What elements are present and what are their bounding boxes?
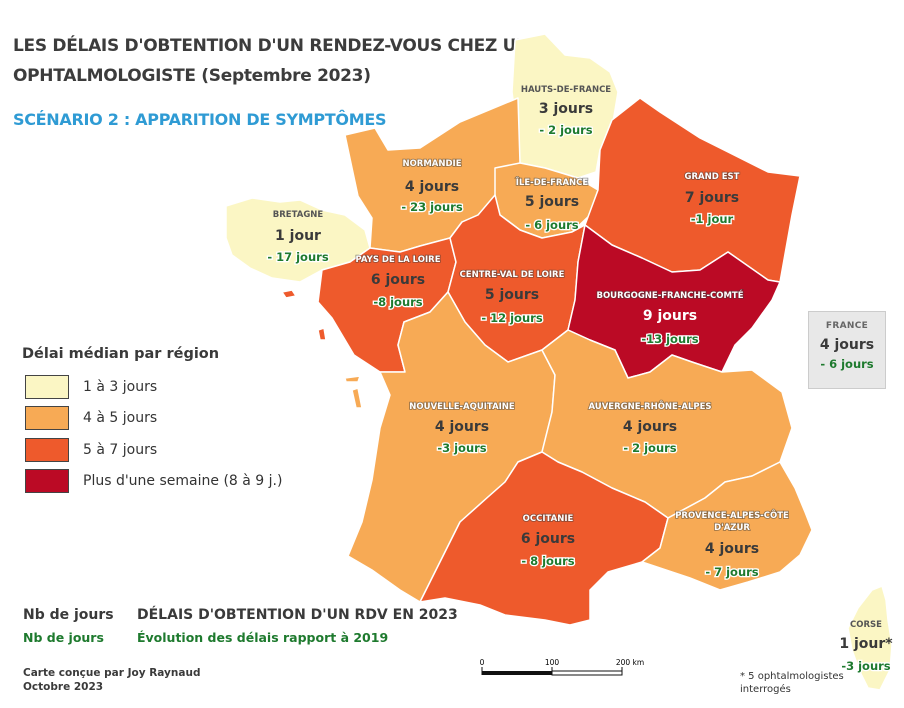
region-corse	[847, 585, 893, 691]
label-centre-val-de-loire-name: CENTRE-VAL DE LOIRE	[460, 270, 565, 280]
island-noirmoutier	[317, 327, 327, 341]
label-hauts-de-france-days: 3 jours	[539, 101, 593, 117]
label-ile-de-france-name: ÎLE-DE-FRANCE	[516, 176, 589, 188]
label-pays-de-la-loire-name: PAYS DE LA LOIRE	[355, 255, 440, 265]
label-auvergne-rhone-alpes-days: 4 jours	[623, 419, 677, 435]
label-nouvelle-aquitaine-name: NOUVELLE-AQUITAINE	[409, 402, 515, 412]
label-grand-est-name: GRAND EST	[685, 172, 740, 182]
scale-bar: 0 100 200 km	[480, 658, 644, 676]
legend-item-1-3: 1 à 3 jours	[25, 374, 157, 400]
scale-tick-200: 200 km	[616, 658, 644, 667]
label-centre-val-de-loire-days: 5 jours	[485, 287, 539, 303]
legend-label: Plus d'une semaine (8 à 9 j.)	[83, 473, 283, 489]
france-evolution: - 6 jours	[820, 357, 874, 371]
label-bretagne-evolution: - 17 jours	[267, 250, 328, 264]
credit-author: Carte conçue par Joy Raynaud	[23, 667, 201, 679]
map-title-line2: OPHTALMOLOGISTE (Septembre 2023)	[13, 66, 371, 86]
legend-swatch	[25, 438, 69, 462]
corse-footnote: * 5 ophtalmologistes interrogés	[740, 671, 844, 695]
label-corse-evolution: -3 jours	[841, 659, 890, 673]
france-name: FRANCE	[825, 321, 869, 331]
label-normandie-name: NORMANDIE	[402, 159, 461, 169]
legend-swatch	[25, 406, 69, 430]
label-nouvelle-aquitaine-evolution: -3 jours	[437, 441, 486, 455]
label-nouvelle-aquitaine-days: 4 jours	[435, 419, 489, 435]
label-auvergne-rhone-alpes-name: AUVERGNE-RHÔNE-ALPES	[588, 400, 711, 412]
label-centre-val-de-loire-evolution: - 12 jours	[481, 311, 542, 325]
label-occitanie-days: 6 jours	[521, 531, 575, 547]
label-bourgogne-franche-comte-days: 9 jours	[643, 308, 697, 324]
key-days-label: Nb de jours	[23, 607, 114, 623]
legend-label: 1 à 3 jours	[83, 379, 158, 395]
label-pays-de-la-loire-evolution: -8 jours	[373, 295, 422, 309]
label-occitanie-evolution: - 8 jours	[521, 554, 574, 568]
legend-item-5-7: 5 à 7 jours	[25, 437, 157, 463]
region-occitanie	[419, 451, 669, 626]
label-hauts-de-france-name: HAUTS-DE-FRANCE	[521, 85, 611, 95]
island-oleron	[351, 387, 363, 409]
label-paca-days: 4 jours	[705, 541, 759, 557]
label-paca-evolution: - 7 jours	[705, 565, 758, 579]
credit-date: Octobre 2023	[23, 681, 104, 693]
label-grand-est-evolution: -1 jour	[691, 212, 734, 226]
label-normandie-evolution: - 23 jours	[401, 200, 462, 214]
legend-swatch	[25, 375, 69, 399]
label-bretagne-days: 1 jour	[275, 228, 321, 244]
map-title-line1: LES DÉLAIS D'OBTENTION D'UN RENDEZ-VOUS …	[13, 36, 531, 56]
france-summary-box: FRANCE 4 jours - 6 jours	[808, 311, 886, 389]
scenario-subtitle: SCÉNARIO 2 : APPARITION DE SYMPTÔMES	[13, 110, 387, 129]
key-description: DÉLAIS D'OBTENTION D'UN RDV EN 2023	[137, 607, 458, 623]
label-paca-name-line2: D'AZUR	[714, 523, 750, 533]
label-corse-days: 1 jour*	[839, 636, 893, 652]
label-bretagne-name: BRETAGNE	[273, 210, 324, 220]
island-belle-ile	[281, 289, 297, 299]
island-re	[344, 375, 361, 383]
label-hauts-de-france-evolution: - 2 jours	[539, 123, 592, 137]
label-pays-de-la-loire-days: 6 jours	[371, 272, 425, 288]
label-corse-name: CORSE	[850, 620, 882, 630]
label-paca-name-line1: PROVENCE-ALPES-CÔTE	[675, 509, 789, 521]
label-bourgogne-franche-comte-name: BOURGOGNE-FRANCHE-COMTÉ	[596, 289, 743, 301]
legend-label: 5 à 7 jours	[83, 442, 158, 458]
legend-swatch	[25, 469, 69, 493]
label-ile-de-france-evolution: - 6 jours	[525, 218, 578, 232]
legend-item-8-9: Plus d'une semaine (8 à 9 j.)	[25, 468, 282, 494]
france-days: 4 jours	[819, 337, 875, 353]
label-ile-de-france-days: 5 jours	[525, 194, 579, 210]
key-days-evolution-label: Nb de jours	[23, 630, 104, 645]
region-provence-alpes-cote-d-azur	[641, 461, 813, 591]
legend-title: Délai médian par région	[22, 346, 220, 362]
legend-label: 4 à 5 jours	[83, 410, 158, 426]
scale-tick-0: 0	[480, 658, 485, 667]
scale-tick-100: 100	[545, 658, 560, 667]
label-auvergne-rhone-alpes-evolution: - 2 jours	[623, 441, 676, 455]
key-evolution-description: Évolution des délais rapport à 2019	[137, 630, 389, 645]
label-grand-est-days: 7 jours	[685, 190, 739, 206]
label-occitanie-name: OCCITANIE	[523, 514, 574, 524]
legend-item-4-5: 4 à 5 jours	[25, 405, 157, 431]
label-normandie-days: 4 jours	[405, 179, 459, 195]
label-bourgogne-franche-comte-evolution: -13 jours	[641, 332, 698, 346]
